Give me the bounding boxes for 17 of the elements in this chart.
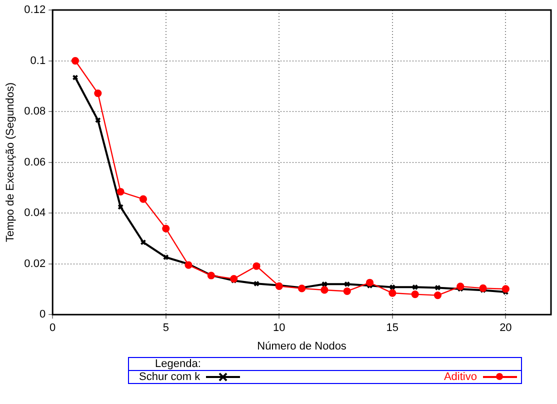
y-tick-label: 0.04: [24, 207, 46, 220]
x-tick-label: 10: [273, 322, 286, 334]
legend-label: Aditivo: [444, 371, 478, 383]
legend-title: Legenda:: [129, 358, 521, 371]
y-tick-label: 0.02: [24, 258, 46, 270]
y-tick-label: 0: [39, 308, 46, 321]
y-axis-title: Tempo de Execução (Segundos): [4, 82, 17, 242]
y-tick-label: 0.06: [24, 156, 46, 168]
legend-label: Schur com k: [139, 371, 202, 383]
x-axis-title: Número de Nodos: [257, 340, 347, 352]
x-tick-label: 15: [386, 322, 399, 334]
y-tick-label: 0.08: [24, 106, 46, 118]
x-tick-label: 5: [162, 322, 169, 334]
y-tick-label: 0.12: [24, 4, 46, 16]
x-tick-label: 20: [500, 322, 512, 334]
y-tick-label: 0.1: [30, 54, 46, 67]
x-tick-label: 0: [50, 322, 56, 334]
